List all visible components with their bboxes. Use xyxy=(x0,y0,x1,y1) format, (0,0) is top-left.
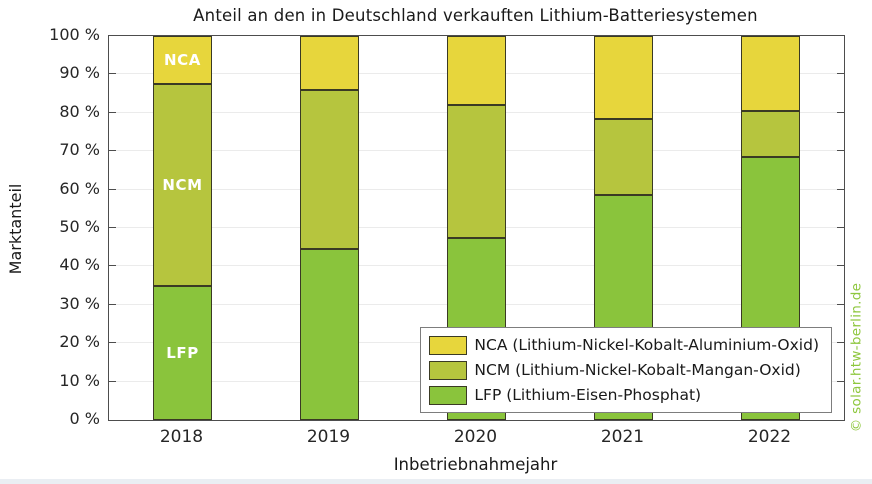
bar-segment-nca-2021 xyxy=(594,36,653,119)
left-tick-mark xyxy=(109,342,116,344)
bar-segment-lfp-2019 xyxy=(300,249,359,420)
bar-segment-lfp-2018: LFP xyxy=(153,285,212,420)
legend-swatch-lfp xyxy=(429,385,468,405)
bar-segment-nca-2020 xyxy=(447,36,506,106)
bar-segment-ncm-2022 xyxy=(741,110,800,157)
x-tick-label-2021: 2021 xyxy=(600,427,645,447)
bar-segment-ncm-2020 xyxy=(447,105,506,238)
bar-2018: LFP NCM NCA xyxy=(153,36,212,420)
left-tick-mark xyxy=(109,150,116,152)
x-axis-label: Inbetriebnahmejahr xyxy=(393,455,558,474)
y-tick-label: 50 % xyxy=(59,217,100,236)
right-tick-mark xyxy=(837,303,844,305)
left-tick-mark xyxy=(109,265,116,267)
right-tick-mark xyxy=(837,265,844,267)
legend-item-nca: NCA (Lithium-Nickel-Kobalt-Aluminium-Oxi… xyxy=(429,334,819,356)
bar-segment-label-lfp: LFP xyxy=(166,343,199,362)
x-tick-label-2022: 2022 xyxy=(747,427,792,447)
bar-segment-ncm-2019 xyxy=(300,89,359,250)
legend-swatch-nca xyxy=(429,335,468,355)
y-axis-label: Marktanteil xyxy=(6,183,25,275)
x-tick-label-2020: 2020 xyxy=(453,427,498,447)
y-tick-label: 70 % xyxy=(59,140,100,160)
bar-segment-label-nca: NCA xyxy=(164,51,201,69)
left-tick-mark xyxy=(109,111,116,113)
right-tick-mark xyxy=(837,150,844,152)
y-tick-label: 90 % xyxy=(59,63,100,83)
legend-swatch-ncm xyxy=(429,360,468,380)
bar-segment-ncm-2021 xyxy=(594,118,653,196)
legend: NCA (Lithium-Nickel-Kobalt-Aluminium-Oxi… xyxy=(420,327,832,413)
right-tick-mark xyxy=(837,188,844,190)
y-tick-label: 40 % xyxy=(59,255,100,275)
right-tick-mark xyxy=(837,73,844,75)
left-tick-mark xyxy=(109,380,116,382)
left-tick-mark xyxy=(109,227,116,228)
plot-area: LFP NCM NCA NCA (Lithium-Nickel-Kobalt-Alu… xyxy=(108,35,845,421)
y-tick-label: 100 % xyxy=(49,25,100,44)
y-tick-label: 20 % xyxy=(59,332,100,352)
bar-segment-nca-2018: NCA xyxy=(153,36,212,84)
bar-segment-nca-2019 xyxy=(300,36,359,90)
x-tick-label-2018: 2018 xyxy=(159,427,204,447)
legend-label-ncm: NCM (Lithium-Nickel-Kobalt-Mangan-Oxid) xyxy=(474,361,801,379)
right-tick-mark xyxy=(837,111,844,113)
watermark: © solar.htw-berlin.de xyxy=(848,282,865,433)
legend-label-lfp: LFP (Lithium-Eisen-Phosphat) xyxy=(474,386,702,404)
page-background-strip xyxy=(0,479,872,484)
legend-item-lfp: LFP (Lithium-Eisen-Phosphat) xyxy=(429,384,819,406)
y-tick-label: 0 % xyxy=(69,409,100,428)
bar-segment-nca-2022 xyxy=(741,36,800,111)
x-tick-label-2019: 2019 xyxy=(306,427,351,447)
y-tick-label: 10 % xyxy=(59,370,100,390)
y-tick-label: 60 % xyxy=(59,178,100,198)
left-tick-mark xyxy=(109,73,116,75)
y-tick-label: 80 % xyxy=(59,101,100,121)
chart-title: Anteil an den in Deutschland verkauften … xyxy=(193,6,758,25)
bar-2019 xyxy=(300,36,359,420)
right-tick-mark xyxy=(837,380,844,382)
y-tick-label: 30 % xyxy=(59,293,100,313)
bar-segment-ncm-2018: NCM xyxy=(153,84,212,286)
bar-segment-label-ncm: NCM xyxy=(162,175,203,194)
right-tick-mark xyxy=(837,227,844,228)
legend-item-ncm: NCM (Lithium-Nickel-Kobalt-Mangan-Oxid) xyxy=(429,359,819,381)
left-tick-mark xyxy=(109,303,116,305)
right-tick-mark xyxy=(837,342,844,344)
legend-label-nca: NCA (Lithium-Nickel-Kobalt-Aluminium-Oxi… xyxy=(474,336,819,354)
left-tick-mark xyxy=(109,188,116,190)
